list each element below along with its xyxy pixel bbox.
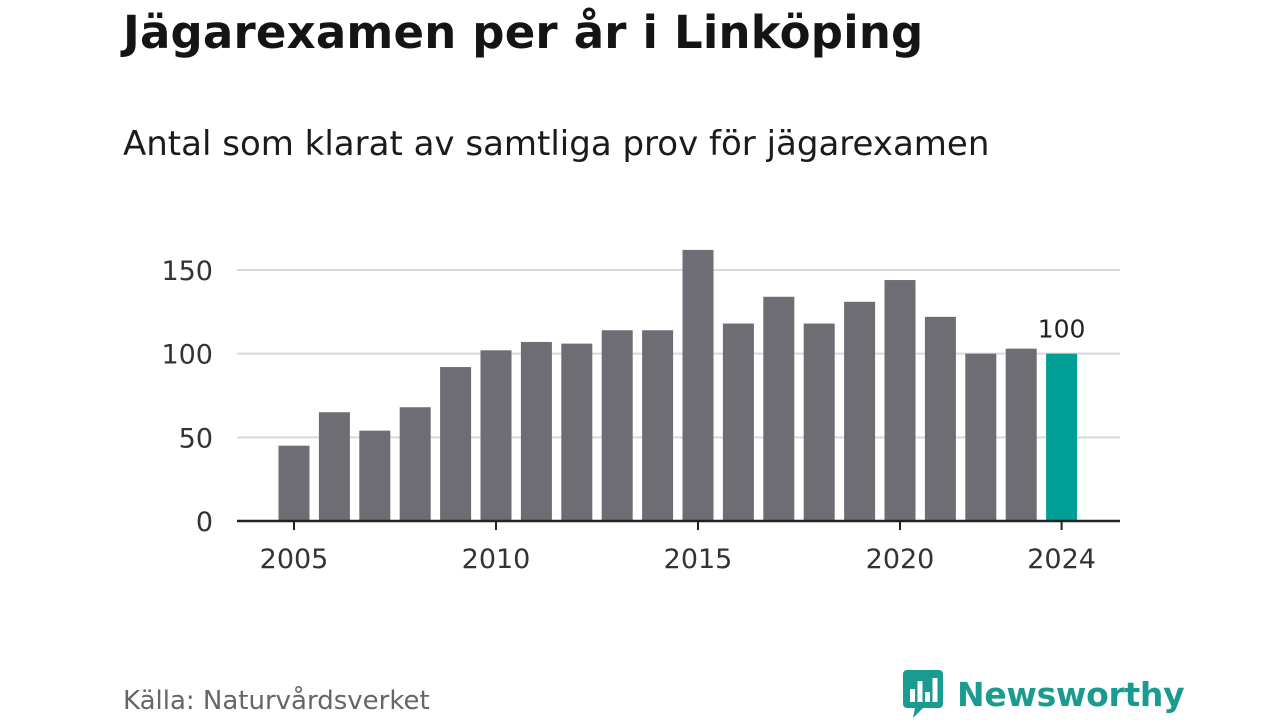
y-tick-label: 50 xyxy=(179,423,213,454)
bar-2016 xyxy=(722,323,754,521)
bar-2005 xyxy=(278,445,310,521)
x-tick-label: 2024 xyxy=(1027,544,1096,575)
data-labels: 100 xyxy=(1038,315,1086,344)
y-axis-tick-labels: 0 50 100 150 xyxy=(161,256,213,538)
bar-2007 xyxy=(359,430,391,521)
bar-2010 xyxy=(480,350,512,521)
bar-2009 xyxy=(440,367,472,521)
bar-2012 xyxy=(561,343,593,521)
x-tick-label: 2005 xyxy=(260,544,329,575)
bar-2013 xyxy=(601,330,633,521)
chart-title: Jägarexamen per år i Linköping xyxy=(123,6,924,59)
newsworthy-logo-icon xyxy=(903,670,943,718)
x-tick-label: 2020 xyxy=(866,544,935,575)
bar-2019 xyxy=(844,301,876,521)
bar-2017 xyxy=(763,296,795,521)
bar-2024 xyxy=(1046,353,1078,521)
bar-2022 xyxy=(965,353,997,521)
bar-2014 xyxy=(642,330,674,521)
bar-2006 xyxy=(318,412,350,521)
chart-subtitle: Antal som klarat av samtliga prov för jä… xyxy=(123,124,990,164)
bar-2021 xyxy=(924,316,956,521)
x-tick-label: 2010 xyxy=(462,544,531,575)
bar-2018 xyxy=(803,323,835,521)
bar-2015 xyxy=(682,249,714,522)
data-label-2024: 100 xyxy=(1038,315,1086,344)
x-axis-tick-labels: 2005 2010 2015 2020 2024 xyxy=(260,521,1096,575)
y-tick-label: 0 xyxy=(196,507,213,538)
bars xyxy=(278,249,1078,522)
x-tick-label: 2015 xyxy=(664,544,733,575)
y-tick-label: 150 xyxy=(161,256,213,287)
bar-2020 xyxy=(884,280,916,521)
y-tick-label: 100 xyxy=(161,340,213,371)
brand-logo-lockup: Newsworthy xyxy=(903,670,1185,718)
bar-2023 xyxy=(1005,348,1037,521)
bar-2011 xyxy=(520,341,552,521)
brand-name: Newsworthy xyxy=(957,674,1185,714)
bar-2008 xyxy=(399,407,431,521)
source-note: Källa: Naturvårdsverket xyxy=(123,686,430,716)
